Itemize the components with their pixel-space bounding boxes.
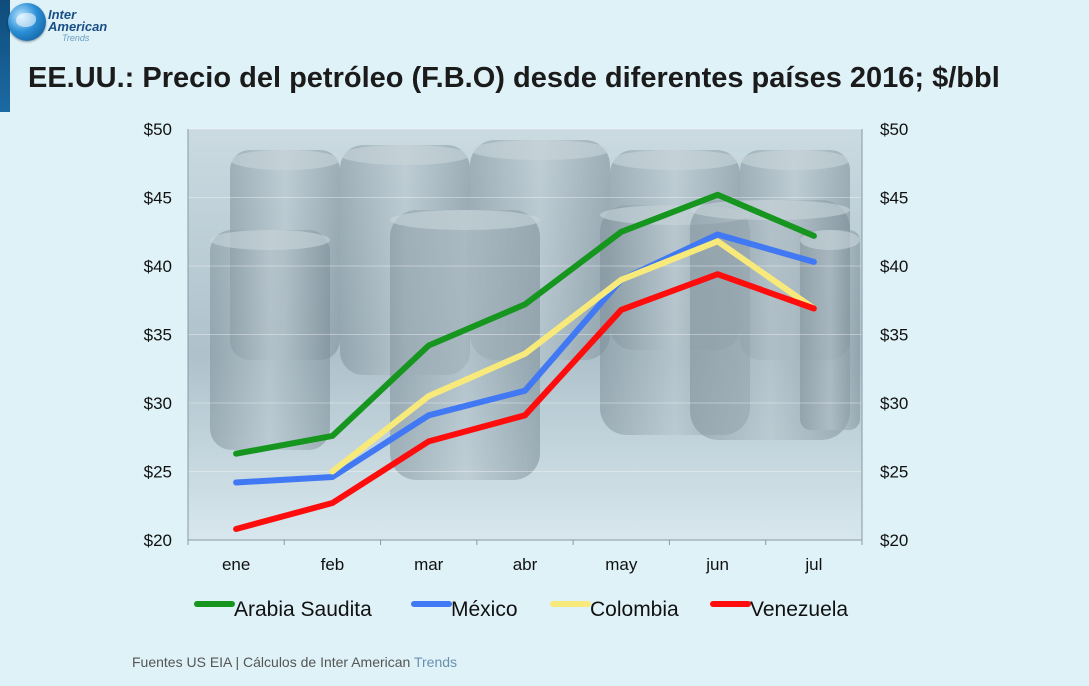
tick-labels: $20 $20 $25 $25 $30 $30 $35 $35 $40 $40 $45 $45 $50 $… bbox=[144, 120, 909, 574]
globe-icon bbox=[8, 3, 46, 41]
logo-text-american: American bbox=[48, 19, 108, 34]
legend: Arabia Saudita México Colombia Venezuela bbox=[194, 598, 848, 621]
x-tick-label: may bbox=[605, 555, 638, 574]
legend-label: Venezuela bbox=[750, 598, 848, 621]
legend-label: México bbox=[451, 598, 518, 621]
x-tick-label: abr bbox=[513, 555, 538, 574]
axes bbox=[187, 129, 863, 545]
legend-label: Colombia bbox=[590, 598, 679, 621]
source-footer: Fuentes US EIA | Cálculos de Inter Ameri… bbox=[132, 654, 457, 670]
y-tick-label-left: $25 bbox=[144, 463, 172, 482]
left-accent-bar bbox=[0, 0, 10, 112]
barrel-top-shape bbox=[340, 145, 470, 165]
y-tick-label-left: $50 bbox=[144, 120, 172, 139]
barrel-top-shape bbox=[390, 210, 540, 230]
barrel-top-shape bbox=[610, 150, 740, 170]
barrel-top-shape bbox=[230, 150, 340, 170]
y-tick-label-right: $50 bbox=[880, 120, 908, 139]
barrel-shape bbox=[210, 230, 330, 450]
barrel-top-shape bbox=[470, 140, 610, 160]
series-line-arabia-saudita bbox=[233, 191, 817, 457]
x-tick-label: jun bbox=[705, 555, 729, 574]
x-tick-label: ene bbox=[222, 555, 250, 574]
barrel-shape bbox=[390, 210, 540, 480]
series-line-venezuela bbox=[233, 271, 817, 532]
legend-label: Arabia Saudita bbox=[234, 598, 372, 621]
footer-brand-trends: Trends bbox=[413, 654, 458, 670]
y-tick-label-right: $35 bbox=[880, 326, 908, 345]
y-tick-label-left: $30 bbox=[144, 394, 172, 413]
logo-text-trends: Trends bbox=[62, 33, 90, 43]
y-tick-label-right: $45 bbox=[880, 189, 908, 208]
y-tick-label-left: $45 bbox=[144, 189, 172, 208]
x-tick-label: mar bbox=[414, 555, 444, 574]
footer-source-text: Fuentes US EIA | Cálculos de Inter Ameri… bbox=[132, 654, 414, 670]
barrel-shape bbox=[800, 230, 860, 430]
barrel-top-shape bbox=[740, 150, 850, 170]
series-lines bbox=[233, 191, 817, 532]
y-tick-label-right: $20 bbox=[880, 531, 908, 550]
barrel-top-shape bbox=[690, 200, 850, 220]
logo-text-inter: Inter bbox=[48, 7, 77, 22]
series-line-mexico bbox=[233, 231, 817, 486]
y-tick-label-left: $20 bbox=[144, 531, 172, 550]
logo: Inter American Trends bbox=[8, 3, 118, 45]
y-tick-label-left: $40 bbox=[144, 257, 172, 276]
y-tick-label-right: $25 bbox=[880, 463, 908, 482]
y-tick-label-right: $40 bbox=[880, 257, 908, 276]
x-tick-label: feb bbox=[321, 555, 345, 574]
barrel-top-shape bbox=[210, 230, 330, 250]
series-line-colombia bbox=[329, 238, 817, 475]
page-title: EE.UU.: Precio del petróleo (F.B.O) desd… bbox=[28, 62, 1000, 94]
y-tick-label-left: $35 bbox=[144, 326, 172, 345]
y-tick-label-right: $30 bbox=[880, 394, 908, 413]
x-tick-label: jul bbox=[804, 555, 822, 574]
